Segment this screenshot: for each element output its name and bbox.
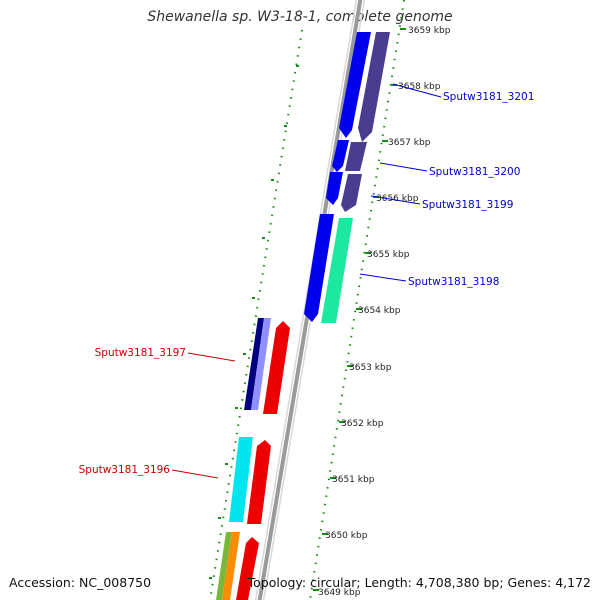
tick-label: 3649 kbp <box>318 588 361 598</box>
genome-title: Shewanella sp. W3-18-1, complete genome <box>147 9 453 25</box>
tick-label: 3656 kbp <box>376 194 419 204</box>
gene-label[interactable]: Sputw3181_3197 <box>95 347 186 359</box>
tick-labels: 3659 kbp 3658 kbp 3657 kbp 3656 kbp 3655… <box>318 26 451 598</box>
gene-cds[interactable] <box>216 532 232 600</box>
gene-cds[interactable] <box>251 318 271 410</box>
tick-label: 3652 kbp <box>341 419 384 429</box>
topology-label: Topology: circular; Length: 4,708,380 bp… <box>247 575 591 590</box>
tick-label: 3657 kbp <box>388 138 431 148</box>
gene-cds[interactable] <box>247 440 271 524</box>
tick-label: 3650 kbp <box>325 531 368 541</box>
tick-label: 3658 kbp <box>398 82 441 92</box>
gene-cds[interactable] <box>326 172 343 205</box>
gene-cds[interactable] <box>332 140 349 172</box>
forward-strand-genes <box>304 32 390 323</box>
gene-label[interactable]: Sputw3181_3198 <box>408 276 499 288</box>
reverse-gene-labels: Sputw3181_3197 Sputw3181_3196 <box>79 347 236 479</box>
gene-label[interactable]: Sputw3181_3196 <box>79 464 171 476</box>
gene-cds[interactable] <box>229 437 253 522</box>
gene-cds[interactable] <box>304 214 334 322</box>
tick-label: 3659 kbp <box>408 26 451 36</box>
gene-label[interactable]: Sputw3181_3199 <box>422 199 513 211</box>
reverse-strand-genes <box>216 318 290 600</box>
tick-label: 3655 kbp <box>367 250 410 260</box>
gene-cds[interactable] <box>339 32 371 138</box>
gene-cds[interactable] <box>345 142 367 171</box>
tick-label: 3653 kbp <box>349 363 392 373</box>
gene-cds[interactable] <box>236 537 259 600</box>
gene-cds[interactable] <box>341 174 362 212</box>
gene-cds[interactable] <box>358 32 390 142</box>
forward-gene-labels: Sputw3181_3201 Sputw3181_3200 Sputw3181_… <box>359 83 534 288</box>
tick-label: 3654 kbp <box>358 306 401 316</box>
accession-label: Accession: NC_008750 <box>9 575 152 590</box>
gene-cds[interactable] <box>263 321 290 414</box>
gene-cds[interactable] <box>222 532 240 600</box>
gene-label[interactable]: Sputw3181_3201 <box>443 91 534 103</box>
tick-label: 3651 kbp <box>332 475 375 485</box>
gene-label[interactable]: Sputw3181_3200 <box>429 166 520 178</box>
inner-ruler-ticks <box>209 65 299 579</box>
gene-cds[interactable] <box>321 218 353 323</box>
gene-cds[interactable] <box>244 318 264 410</box>
